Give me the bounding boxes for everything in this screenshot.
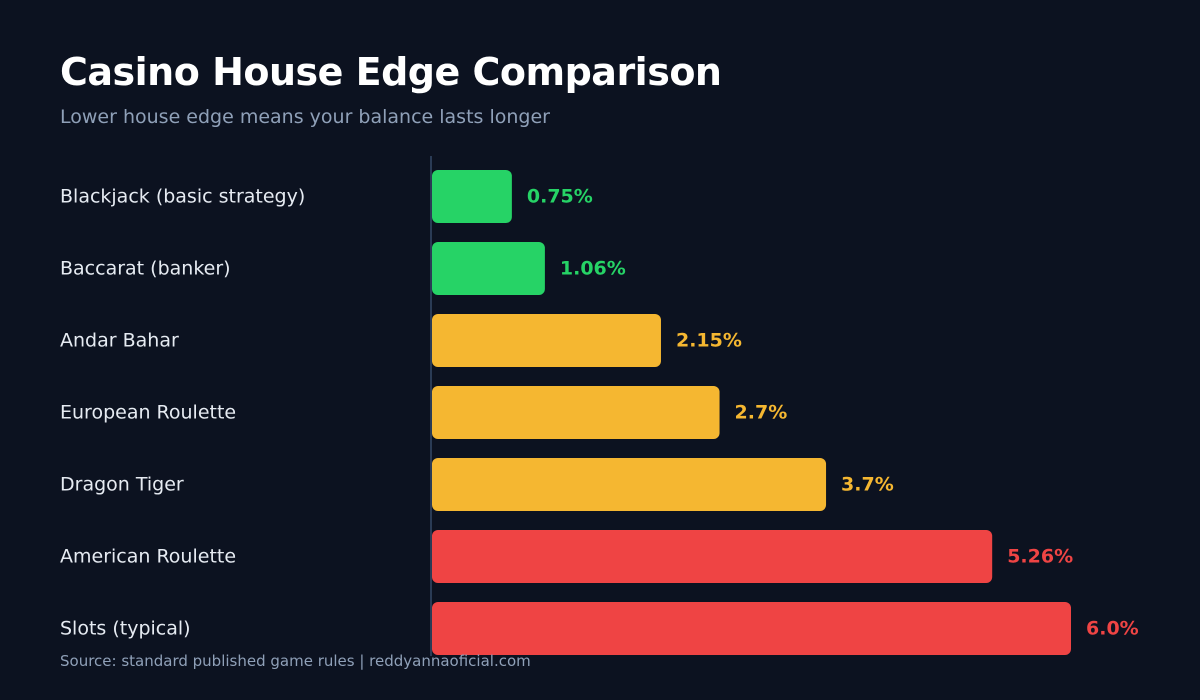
bar — [432, 170, 512, 223]
bar — [432, 602, 1071, 655]
value-label: 2.7% — [735, 402, 788, 424]
value-label: 0.75% — [527, 186, 593, 208]
value-label: 2.15% — [676, 330, 742, 352]
bar — [432, 530, 993, 583]
category-label: Blackjack (basic strategy) — [60, 186, 305, 208]
chart-title: Casino House Edge Comparison — [60, 50, 722, 94]
chart-subtitle: Lower house edge means your balance last… — [60, 106, 550, 128]
bar — [432, 314, 661, 367]
category-label: European Roulette — [60, 402, 236, 424]
bar — [432, 242, 545, 295]
category-label: Slots (typical) — [60, 618, 191, 640]
value-label: 5.26% — [1007, 546, 1073, 568]
bar — [432, 458, 827, 511]
bars-group: Blackjack (basic strategy) 0.75% Baccarat … — [60, 170, 1139, 655]
value-label: 1.06% — [560, 258, 626, 280]
category-label: Dragon Tiger — [60, 474, 184, 496]
category-label: American Roulette — [60, 546, 236, 568]
category-label: Baccarat (banker) — [60, 258, 231, 280]
value-label: 6.0% — [1086, 618, 1139, 640]
category-label: Andar Bahar — [60, 330, 179, 352]
value-label: 3.7% — [841, 474, 894, 496]
source-note: Source: standard published game rules | … — [60, 652, 531, 670]
bar — [432, 386, 720, 439]
